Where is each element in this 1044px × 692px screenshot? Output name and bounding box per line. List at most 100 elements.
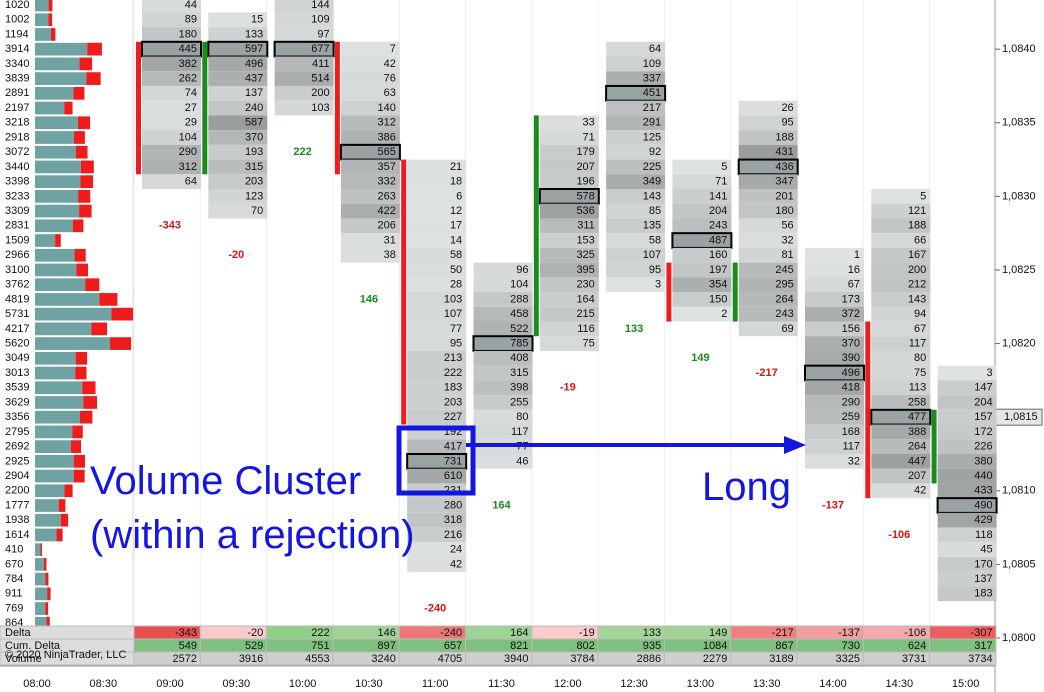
footprint-cell	[871, 468, 931, 484]
annotation: Volume Cluster	[90, 459, 361, 503]
footprint-value: 50	[450, 264, 462, 276]
footprint-cell	[606, 233, 666, 248]
footprint-cell	[208, 12, 268, 28]
footprint-cell	[539, 218, 599, 234]
imbalance-stack	[732, 262, 738, 322]
footprint-value: 197	[709, 264, 727, 276]
x-tick-label: 14:00	[819, 678, 847, 690]
footprint-cell	[142, 27, 201, 42]
delta-value: 222	[311, 627, 329, 639]
footprint-cell	[871, 189, 931, 204]
footprint-cell	[738, 277, 798, 293]
footprint-value: 150	[709, 293, 727, 305]
footprint-cell	[606, 174, 666, 190]
footprint-cell	[407, 247, 467, 263]
imbalance-stack	[202, 41, 208, 175]
x-tick-label: 12:00	[554, 678, 582, 690]
delta-value: -137	[838, 627, 860, 639]
profile-label: 3762	[5, 279, 29, 291]
footprint-value: 536	[576, 205, 594, 217]
footprint-value: 386	[378, 131, 396, 143]
footprint-value: 45	[980, 544, 992, 556]
copyright: © 2020 NinjaTrader, LLC	[5, 649, 126, 661]
footprint-value: 230	[576, 279, 594, 291]
profile-bar	[35, 425, 73, 439]
footprint-cell	[738, 100, 798, 116]
x-tick-label: 14:30	[886, 678, 914, 690]
footprint-value: 264	[908, 441, 926, 453]
x-tick-label: 08:00	[23, 678, 51, 690]
footprint-value: 204	[974, 396, 992, 408]
profile-label: 2891	[5, 87, 29, 99]
footprint-value: 370	[245, 131, 263, 143]
profile-bar-tail	[64, 101, 73, 115]
footprint-cell	[142, 56, 201, 72]
profile-bar-tail	[55, 234, 61, 247]
footprint-value: 188	[775, 131, 793, 143]
footprint-value: 422	[378, 205, 396, 217]
footprint-cell	[871, 365, 931, 381]
current-price-label: 1,0815	[1004, 411, 1038, 423]
footprint-value: 24	[450, 544, 462, 556]
imbalance-stack	[666, 262, 672, 322]
footprint-cell	[805, 277, 864, 293]
footprint-cell	[539, 115, 599, 131]
footprint-cell	[473, 306, 533, 322]
footprint-value: 225	[643, 161, 661, 173]
footprint-cell	[208, 144, 268, 160]
price-tick-label: 1,0830	[1002, 190, 1036, 202]
footprint-cell	[606, 262, 666, 278]
footprint-value: 89	[185, 14, 197, 26]
footprint-value: 76	[384, 73, 396, 85]
footprint-value: 587	[245, 117, 263, 129]
footprint-cell	[407, 468, 467, 484]
profile-bar	[35, 86, 74, 100]
x-tick-label: 10:30	[355, 678, 383, 690]
footprint-value: 263	[378, 190, 396, 202]
footprint-value: 67	[848, 279, 860, 291]
profile-bar-tail	[80, 175, 94, 189]
profile-bar-tail	[60, 513, 69, 527]
footprint-value: 118	[975, 529, 993, 541]
footprint-cell	[473, 424, 533, 440]
footprint-cell	[340, 71, 400, 86]
footprint-cell	[407, 189, 467, 204]
profile-bar	[35, 558, 44, 571]
footprint-cell	[340, 41, 400, 57]
footprint-value: 354	[709, 279, 727, 291]
bar-delta-label: -137	[822, 499, 844, 511]
footprint-value: 32	[848, 455, 860, 467]
profile-label: 1002	[5, 14, 29, 26]
footprint-value: 418	[842, 382, 860, 394]
bar-delta-label: -217	[756, 367, 778, 379]
footprint-value: 3	[655, 279, 661, 291]
footprint-value: 29	[185, 117, 197, 129]
footprint-cell	[805, 380, 864, 396]
footprint-value: 370	[842, 337, 860, 349]
footprint-cell	[407, 174, 467, 190]
footprint-value: 123	[245, 190, 263, 202]
footprint-cell	[871, 439, 931, 454]
footprint-cell	[738, 321, 798, 337]
price-tick-label: 1,0800	[1002, 632, 1036, 644]
footprint-value: 92	[649, 146, 661, 158]
table-label-cell	[0, 651, 135, 666]
profile-bar-tail	[75, 351, 88, 365]
footprint-cell	[407, 498, 467, 513]
footprint-cell	[208, 189, 268, 204]
footprint-value: 395	[576, 264, 594, 276]
profile-bar	[35, 616, 47, 630]
footprint-value: 436	[775, 161, 793, 173]
profile-label: 3440	[5, 161, 29, 173]
footprint-cell	[738, 189, 798, 204]
profile-label: 2918	[5, 131, 29, 143]
profile-bar	[35, 351, 76, 365]
profile-label: 3218	[5, 117, 29, 129]
footprint-value: 243	[709, 220, 727, 232]
footprint-cell	[937, 571, 997, 587]
footprint-cell	[738, 174, 798, 190]
x-tick-label: 13:00	[687, 678, 715, 690]
profile-label: 670	[5, 558, 23, 570]
profile-bar	[35, 42, 88, 56]
footprint-value: 357	[378, 161, 396, 173]
